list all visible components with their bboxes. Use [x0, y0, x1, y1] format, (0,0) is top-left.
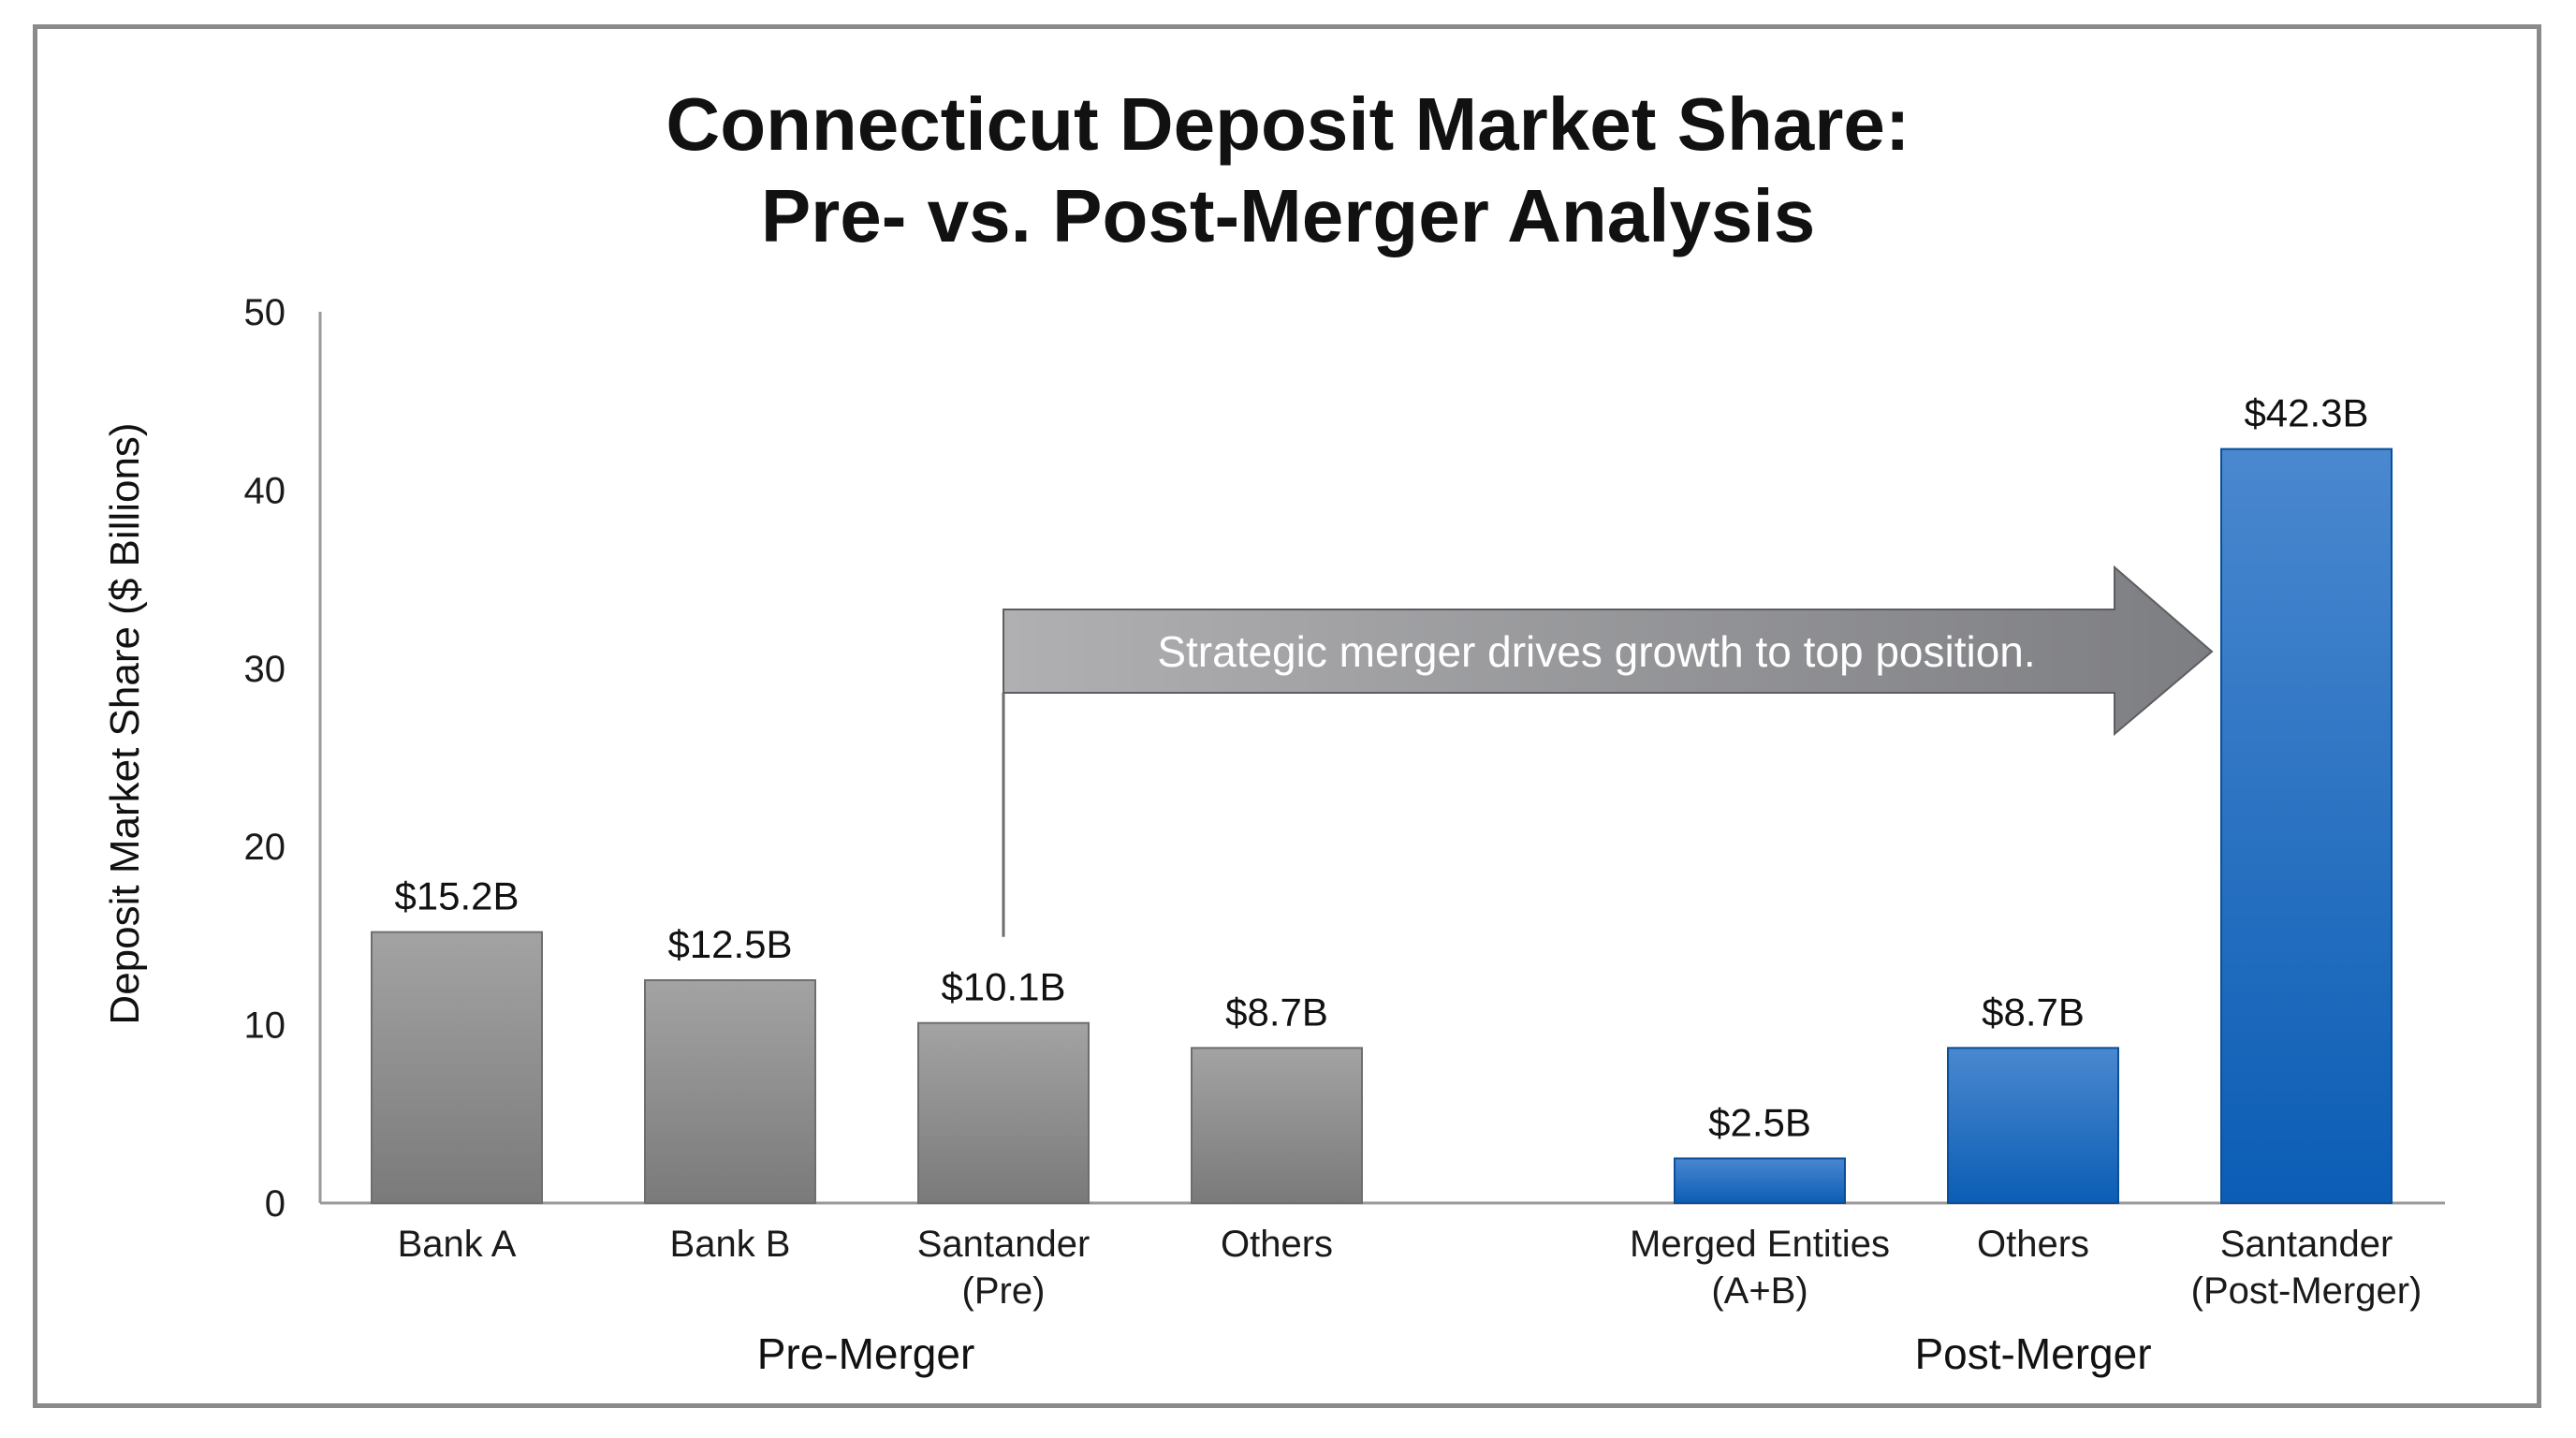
bar — [1674, 1157, 1846, 1205]
chart-title-line-1: Connecticut Deposit Market Share: — [666, 82, 1910, 166]
category-label: Santander — [917, 1224, 1090, 1265]
category-label: (Pre) — [962, 1270, 1046, 1312]
data-labels: $15.2B $12.5B $10.1B $8.7B $2.5B $8.7B $42.3B — [394, 391, 2368, 1145]
category-label: (Post-Merger) — [2191, 1270, 2422, 1312]
category-label: Bank A — [398, 1224, 517, 1265]
bar — [917, 1021, 1090, 1205]
bar — [644, 979, 816, 1204]
data-label: $8.7B — [1225, 990, 1328, 1034]
group-label: Pre-Merger — [757, 1329, 975, 1378]
group-label: Post-Merger — [1914, 1329, 2151, 1378]
category-label: Others — [1221, 1224, 1333, 1265]
bar — [2220, 448, 2393, 1205]
category-label: Bank B — [670, 1224, 791, 1265]
data-label: $10.1B — [941, 965, 1065, 1009]
category-label: Others — [1977, 1224, 2089, 1265]
axes — [318, 312, 2445, 1205]
data-label: $15.2B — [394, 874, 519, 918]
annotation-arrow — [1003, 565, 2214, 737]
y-tick-label: 30 — [244, 649, 286, 690]
category-label: Santander — [2220, 1224, 2393, 1265]
y-axis-ticks: 0 10 20 30 40 50 — [244, 292, 286, 1225]
y-tick-label: 20 — [244, 827, 286, 868]
bars — [371, 448, 2393, 1205]
bar — [1191, 1047, 1363, 1205]
y-axis-label: Deposit Market Share ($ Billions) — [102, 422, 148, 1024]
chart-title-line-2: Pre- vs. Post-Merger Analysis — [761, 174, 1815, 257]
merger-annotation: Strategic merger drives growth to top po… — [1002, 565, 2214, 937]
bar — [1947, 1047, 2119, 1205]
category-labels: Bank A Bank B Santander (Pre) Others Merged E… — [398, 1224, 2422, 1312]
data-label: $2.5B — [1708, 1100, 1811, 1144]
data-label: $12.5B — [667, 922, 792, 966]
group-labels: Pre-Merger Post-Merger — [757, 1329, 2152, 1378]
y-tick-label: 50 — [244, 292, 286, 333]
y-tick-label: 10 — [244, 1005, 286, 1047]
data-label: $8.7B — [1982, 990, 2085, 1034]
y-tick-label: 40 — [244, 470, 286, 511]
data-label: $42.3B — [2244, 391, 2368, 435]
category-label: Merged Entities — [1630, 1224, 1890, 1265]
y-tick-label: 0 — [265, 1183, 285, 1225]
chart-title: Connecticut Deposit Market Share: Pre- v… — [666, 82, 1910, 257]
category-label: (A+B) — [1711, 1270, 1808, 1312]
bar — [371, 931, 543, 1204]
annotation-text: Strategic merger drives growth to top po… — [1157, 627, 2035, 676]
